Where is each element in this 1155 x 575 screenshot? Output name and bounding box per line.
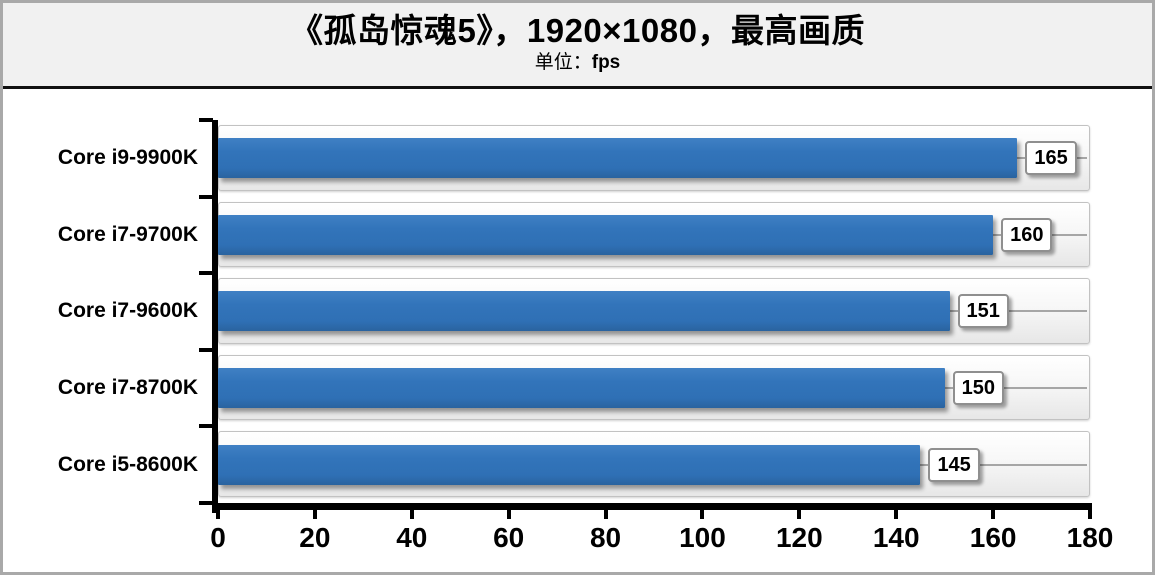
x-axis-tick — [894, 510, 899, 519]
x-axis-tick-label: 100 — [679, 522, 726, 553]
x-axis-tick — [409, 510, 414, 519]
x-axis-line — [212, 503, 1092, 510]
y-axis-tick — [199, 347, 213, 352]
x-axis-tick — [506, 510, 511, 519]
chart-area: Core i9-9900K 165 Core i7-9700K 160 Core i7-… — [3, 92, 1152, 572]
x-axis-tick — [797, 510, 802, 519]
x-axis-tick — [216, 510, 220, 519]
bar — [218, 368, 945, 409]
x-axis-tick — [991, 510, 996, 519]
x-axis-tick-label: 40 — [396, 522, 428, 553]
category-label: Core i7-9700K — [57, 222, 198, 246]
x-axis-tick — [700, 510, 705, 519]
unit-label: 单位： — [534, 52, 592, 73]
x-axis-tick-label: 80 — [589, 522, 622, 553]
chart-title: 《孤岛惊魂5》，1920×1080，最高画质 — [290, 12, 865, 49]
y-axis-tick — [199, 501, 213, 505]
x-axis-tick-label: 180 — [1066, 522, 1114, 553]
bar-row: Core i5-8600K 145 — [58, 426, 1090, 503]
x-axis-tick-label: 20 — [299, 522, 331, 553]
y-axis-tick — [199, 271, 213, 276]
x-axis-tick — [603, 510, 608, 519]
bar-row: Core i7-9700K 160 — [58, 197, 1090, 274]
value-label: 150 — [952, 371, 1005, 406]
plot-area: Core i9-9900K 165 Core i7-9700K 160 Core i7-… — [58, 118, 1113, 553]
bar-row: Core i7-8700K 150 — [58, 350, 1090, 427]
x-axis-tick-label: 0 — [210, 522, 226, 553]
y-axis-tick — [199, 194, 213, 199]
category-label: Core i5-8600K — [57, 452, 198, 476]
x-axis-tick — [312, 510, 317, 519]
x-axis-tick-label: 140 — [872, 522, 920, 553]
value-label: 145 — [928, 447, 980, 482]
bar — [218, 291, 950, 332]
bar — [218, 138, 1018, 179]
y-axis-tick — [199, 424, 213, 429]
x-axis-tick — [1088, 510, 1092, 519]
unit-value: fps — [591, 52, 621, 73]
bar — [218, 214, 994, 255]
y-axis-tick — [199, 118, 213, 122]
bar-row: Core i7-9600K 151 — [58, 273, 1090, 350]
category-label: Core i9-9900K — [57, 146, 198, 170]
bar — [218, 444, 921, 485]
chart-subtitle: 单位：fps — [3, 51, 1152, 75]
y-axis-line — [212, 120, 218, 513]
x-axis-tick-label: 160 — [969, 522, 1017, 553]
category-label: Core i7-8700K — [57, 376, 198, 400]
value-label: 160 — [1001, 217, 1053, 252]
bar-row: Core i9-9900K 165 — [58, 120, 1090, 197]
value-label: 151 — [957, 294, 1009, 329]
chart-header: 《孤岛惊魂5》，1920×1080，最高画质 单位：fps — [3, 3, 1152, 89]
x-axis-tick-label: 60 — [493, 522, 525, 553]
x-axis-tick-label: 120 — [775, 522, 823, 553]
category-label: Core i7-9600K — [57, 299, 198, 323]
value-label: 165 — [1025, 141, 1077, 176]
